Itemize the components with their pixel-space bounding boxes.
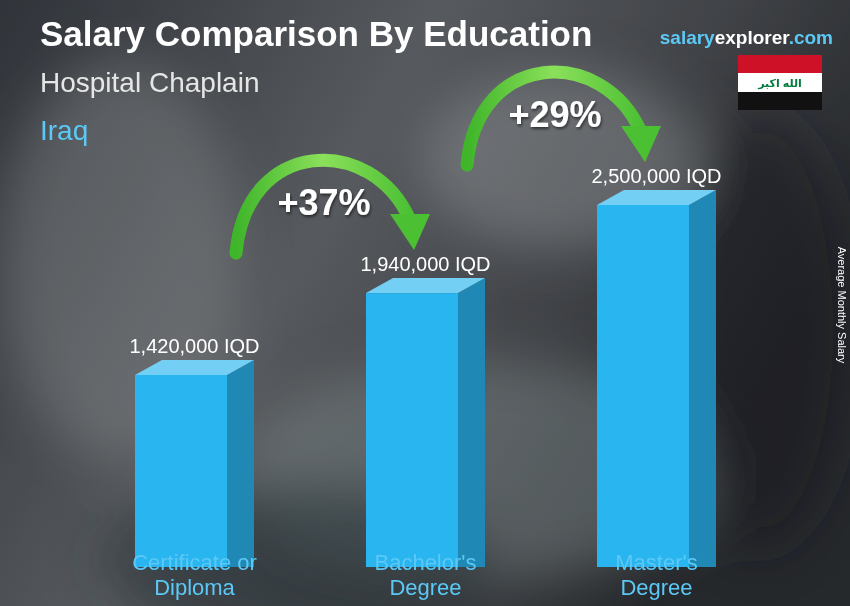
source: salaryexplorer.com [660, 27, 833, 48]
y-axis-label: Average Monthly Salary [836, 247, 848, 364]
data-label: 2,500,000 IQD [591, 165, 721, 187]
bars [135, 190, 716, 567]
chart-wrap: 1,420,000 IQD 1,940,000 IQD 2,500,000 IQD C… [0, 0, 850, 606]
bar-top [135, 360, 254, 375]
change-arrow [236, 160, 430, 253]
bar-side [227, 360, 254, 567]
source-part: salary [660, 27, 715, 48]
category-label: Master'sDegree [615, 550, 697, 600]
data-label: 1,420,000 IQD [129, 335, 259, 357]
category-label: Bachelor'sDegree [374, 550, 476, 600]
title: Salary Comparison By Education [40, 14, 592, 53]
category-label: Certificate orDiploma [132, 550, 257, 600]
source-part: explorer [715, 27, 791, 48]
bar-side [458, 278, 485, 567]
change-label: +29% [508, 94, 601, 135]
bar-front [366, 293, 458, 567]
chart: 1,420,000 IQD 1,940,000 IQD 2,500,000 IQD C… [0, 0, 850, 606]
bar-front [135, 375, 227, 567]
bar-top [366, 278, 485, 293]
country: Iraq [40, 115, 88, 146]
flag: الله اكبر [738, 55, 822, 110]
source-part: .com [789, 27, 833, 48]
bar [135, 360, 254, 567]
bar [597, 190, 716, 567]
bar-front [597, 205, 689, 567]
bar [366, 278, 485, 567]
data-label: 1,940,000 IQD [360, 253, 490, 275]
bar-top [597, 190, 716, 205]
subtitle: Hospital Chaplain [40, 67, 259, 98]
change-arrow [467, 72, 661, 165]
bar-side [689, 190, 716, 567]
background [0, 0, 850, 606]
change-label: +37% [277, 182, 370, 223]
background-dim [0, 0, 850, 606]
flag-text: الله اكبر [757, 77, 802, 90]
